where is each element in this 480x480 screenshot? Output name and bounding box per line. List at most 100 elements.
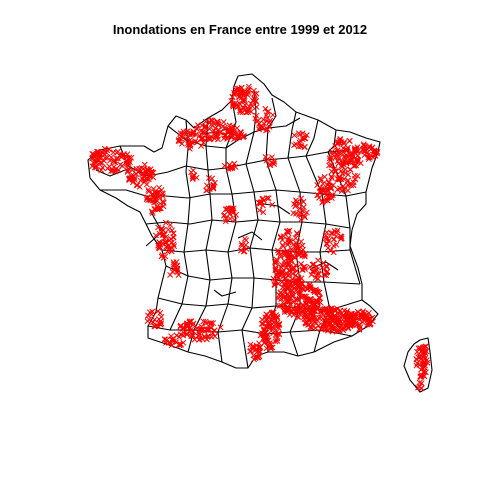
flood-marker xyxy=(220,119,227,125)
flood-marker xyxy=(265,195,272,202)
flood-marker xyxy=(226,210,233,217)
flood-marker xyxy=(256,340,263,347)
flood-marker xyxy=(311,287,318,294)
flood-marker xyxy=(323,264,330,270)
flood-marker xyxy=(298,294,304,301)
flood-marker xyxy=(319,180,326,187)
flood-marker xyxy=(148,208,155,215)
flood-marker xyxy=(157,321,163,328)
flood-marker xyxy=(126,177,133,183)
flood-marker xyxy=(126,159,133,165)
flood-marker xyxy=(247,341,254,348)
flood-marker xyxy=(188,333,195,340)
flood-marker xyxy=(195,333,202,340)
flood-marker xyxy=(316,194,323,201)
flood-marker xyxy=(346,312,353,319)
flood-marker xyxy=(160,199,167,206)
flood-marker xyxy=(302,295,309,302)
flood-marker xyxy=(365,310,372,316)
flood-marker xyxy=(176,334,183,341)
flood-marker xyxy=(422,355,429,361)
flood-marker xyxy=(186,137,193,144)
flood-marker xyxy=(327,324,334,331)
flood-marker xyxy=(275,249,282,256)
flood-marker xyxy=(322,232,329,239)
flood-marker xyxy=(257,199,264,206)
flood-marker xyxy=(170,259,177,266)
flood-marker xyxy=(143,181,150,188)
flood-marker xyxy=(150,185,157,192)
flood-marker xyxy=(154,205,161,212)
flood-marker xyxy=(320,260,327,266)
flood-marker xyxy=(140,165,147,172)
flood-marker xyxy=(418,380,425,387)
flood-marker xyxy=(274,321,281,328)
flood-marker xyxy=(96,157,103,164)
flood-marker xyxy=(320,306,327,313)
flood-marker xyxy=(337,322,344,329)
flood-marker xyxy=(309,313,316,320)
flood-marker xyxy=(193,174,200,181)
flood-marker xyxy=(257,344,264,350)
flood-marker xyxy=(306,282,313,289)
flood-marker xyxy=(201,130,208,137)
flood-marker xyxy=(226,122,233,129)
flood-marker xyxy=(209,175,215,182)
flood-marker xyxy=(133,171,139,178)
flood-marker xyxy=(170,234,177,241)
flood-marker xyxy=(354,314,361,321)
flood-marker xyxy=(177,341,184,348)
flood-marker xyxy=(283,264,290,271)
flood-marker xyxy=(128,172,135,179)
flood-marker xyxy=(327,247,334,254)
flood-marker xyxy=(259,316,266,323)
flood-marker xyxy=(209,122,216,129)
flood-marker xyxy=(175,138,182,145)
flood-marker xyxy=(190,333,196,340)
flood-marker xyxy=(292,239,299,246)
flood-marker xyxy=(231,136,238,142)
flood-marker xyxy=(334,158,341,165)
flood-marker xyxy=(317,308,324,315)
corsica-outline xyxy=(403,337,433,393)
flood-marker xyxy=(179,140,185,147)
flood-marker xyxy=(114,155,121,162)
flood-marker xyxy=(283,307,290,314)
flood-marker xyxy=(297,248,304,255)
flood-marker xyxy=(320,315,327,322)
flood-marker xyxy=(293,210,299,217)
flood-marker xyxy=(222,218,229,225)
flood-marker xyxy=(352,176,358,182)
flood-marker xyxy=(294,231,301,237)
flood-marker xyxy=(141,161,148,168)
flood-marker xyxy=(340,183,347,190)
flood-marker xyxy=(327,183,333,190)
flood-marker xyxy=(294,250,301,257)
flood-marker xyxy=(423,348,430,355)
flood-marker xyxy=(245,83,252,90)
flood-marker xyxy=(156,205,163,212)
flood-marker xyxy=(239,242,246,249)
flood-marker xyxy=(255,199,262,206)
flood-marker xyxy=(315,275,322,282)
flood-marker xyxy=(189,131,196,138)
flood-marker xyxy=(337,307,344,314)
flood-marker xyxy=(269,326,276,333)
flood-marker xyxy=(340,327,347,334)
flood-marker xyxy=(259,124,266,131)
flood-marker xyxy=(167,236,174,243)
flood-marker xyxy=(202,318,209,325)
flood-marker xyxy=(207,320,214,327)
flood-marker xyxy=(330,325,337,332)
flood-marker xyxy=(298,238,305,245)
flood-marker xyxy=(319,187,326,194)
flood-marker xyxy=(241,107,248,114)
flood-marker xyxy=(171,267,178,273)
flood-marker xyxy=(277,253,284,260)
flood-marker xyxy=(198,326,205,333)
flood-marker xyxy=(366,143,373,150)
flood-marker xyxy=(241,98,248,104)
flood-marker xyxy=(286,252,293,259)
flood-marker xyxy=(326,162,333,169)
